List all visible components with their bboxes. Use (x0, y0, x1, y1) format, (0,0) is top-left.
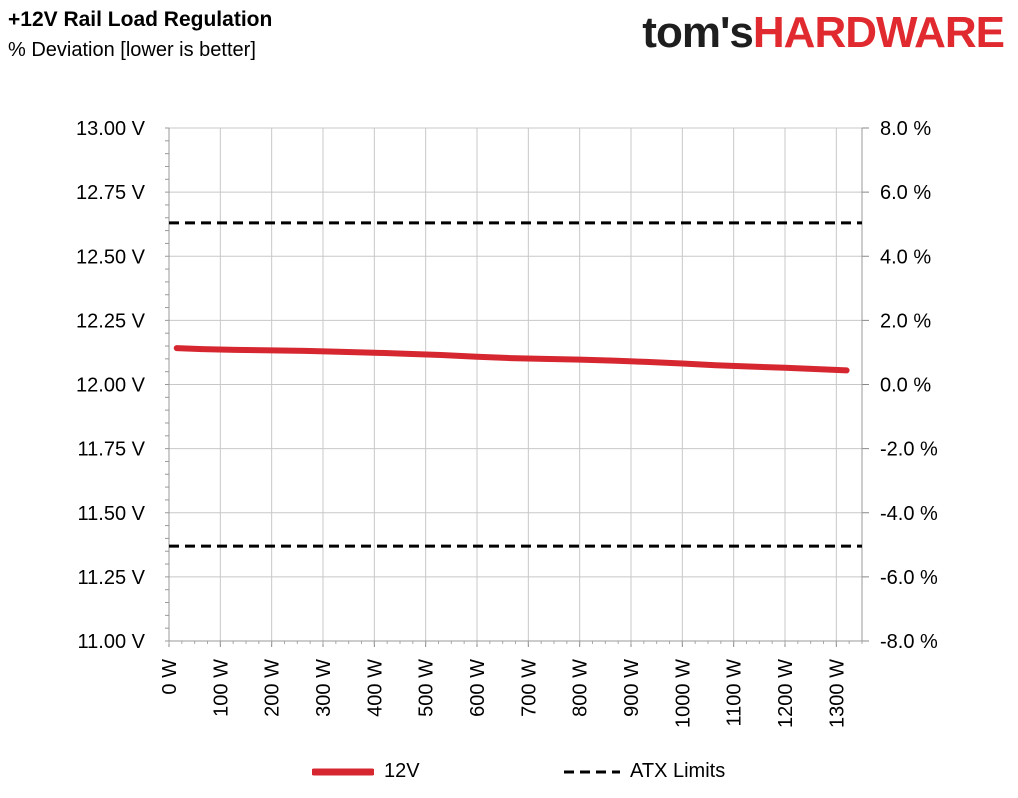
x-axis-tick-label: 300 W (313, 659, 335, 717)
chart-subtitle: % Deviation [lower is better] (8, 39, 256, 61)
left-axis-tick-label: 13.00 V (76, 118, 146, 140)
x-axis-tick-label: 1300 W (826, 659, 848, 728)
left-axis-tick-label: 11.50 V (78, 503, 146, 525)
right-axis-tick-label: 2.0 % (880, 310, 931, 332)
x-axis-tick-label: 1100 W (724, 659, 746, 727)
x-axis-tick-label: 900 W (621, 659, 643, 717)
left-axis-tick-label: 11.00 V (78, 631, 146, 653)
x-axis-tick-label: 1200 W (775, 659, 797, 728)
x-axis-tick-label: 100 W (210, 659, 232, 717)
right-axis-tick-label: 6.0 % (880, 182, 931, 204)
x-axis-tick-label: 1000 W (672, 659, 694, 728)
series-12v-line (173, 345, 850, 374)
right-axis-tick-label: -4.0 % (880, 503, 938, 525)
x-axis-tick-label: 200 W (262, 659, 284, 717)
legend-12v-swatch (312, 768, 374, 775)
x-axis-tick-label: 600 W (467, 659, 489, 717)
right-axis-tick-label: -8.0 % (880, 631, 938, 653)
x-axis-tick-label: 700 W (518, 659, 540, 717)
right-axis-tick-label: 0.0 % (880, 375, 931, 397)
left-axis-tick-label: 12.25 V (76, 310, 146, 332)
logo-part-1: tom's (642, 8, 754, 57)
chart-title: +12V Rail Load Regulation (8, 8, 273, 31)
x-axis-tick-label: 800 W (570, 659, 592, 717)
left-axis-tick-label: 11.75 V (78, 439, 146, 461)
left-axis-tick-label: 12.75 V (76, 182, 146, 204)
legend-12v-label: 12V (384, 760, 420, 782)
right-axis-tick-label: -6.0 % (880, 567, 938, 589)
left-axis-tick-label: 12.00 V (76, 375, 146, 397)
left-axis-tick-label: 11.25 V (78, 567, 146, 589)
x-axis-tick-label: 400 W (364, 659, 386, 717)
toms-hardware-logo: tom'sHARDWARE (642, 8, 1005, 58)
legend-atx-swatch (564, 770, 620, 773)
legend-entry-12v: 12V (312, 760, 420, 783)
right-axis-tick-label: 4.0 % (880, 246, 931, 268)
right-axis-tick-label: 8.0 % (880, 118, 931, 140)
x-axis-tick-label: 0 W (159, 659, 181, 695)
x-axis-tick-label: 500 W (416, 659, 438, 717)
legend-entry-atx-limits: ATX Limits (564, 760, 725, 783)
right-axis-tick-label: -2.0 % (880, 439, 938, 461)
logo-part-2: HARDWARE (752, 8, 1005, 57)
legend-atx-label: ATX Limits (630, 760, 726, 782)
left-axis-tick-label: 12.50 V (76, 246, 146, 268)
